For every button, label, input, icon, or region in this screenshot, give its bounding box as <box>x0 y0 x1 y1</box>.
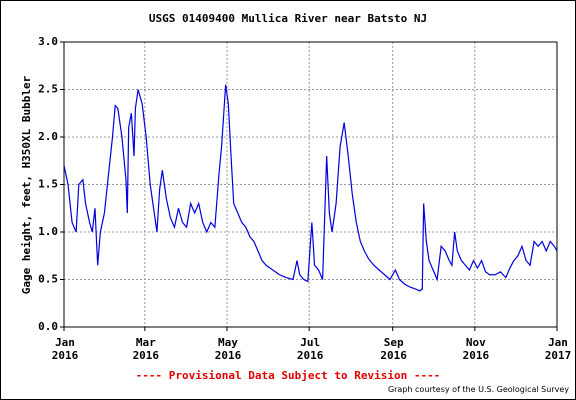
x-tick-label: Jul 2016 <box>296 336 324 362</box>
x-tick-label: Jan 2017 <box>544 336 572 362</box>
y-tick-label: 1.0 <box>38 225 58 238</box>
y-tick-label: 0.5 <box>38 273 58 286</box>
y-tick-label: 0.0 <box>38 320 58 333</box>
chart-title: USGS 01409400 Mullica River near Batsto … <box>149 12 427 25</box>
credit: Graph courtesy of the U.S. Geological Su… <box>387 385 569 394</box>
x-tick-label: Jan 2016 <box>51 336 79 362</box>
y-tick-label: 3.0 <box>38 35 58 48</box>
x-tick-label: Nov 2016 <box>462 336 490 362</box>
x-tick-label: Sep 2016 <box>380 336 407 362</box>
x-tick-label: May 2016 <box>214 336 242 362</box>
x-tick-label: Mar 2016 <box>132 336 160 362</box>
y-axis-label: Gage height, feet, H350XL Bubbler <box>20 75 33 294</box>
plot-frame <box>63 41 558 328</box>
notice: ---- Provisional Data Subject to Revisio… <box>135 369 441 382</box>
data-line <box>63 84 558 292</box>
y-tick-label: 2.0 <box>38 130 58 143</box>
y-tick-label: 2.5 <box>38 83 58 96</box>
y-tick-label: 1.5 <box>38 178 58 191</box>
